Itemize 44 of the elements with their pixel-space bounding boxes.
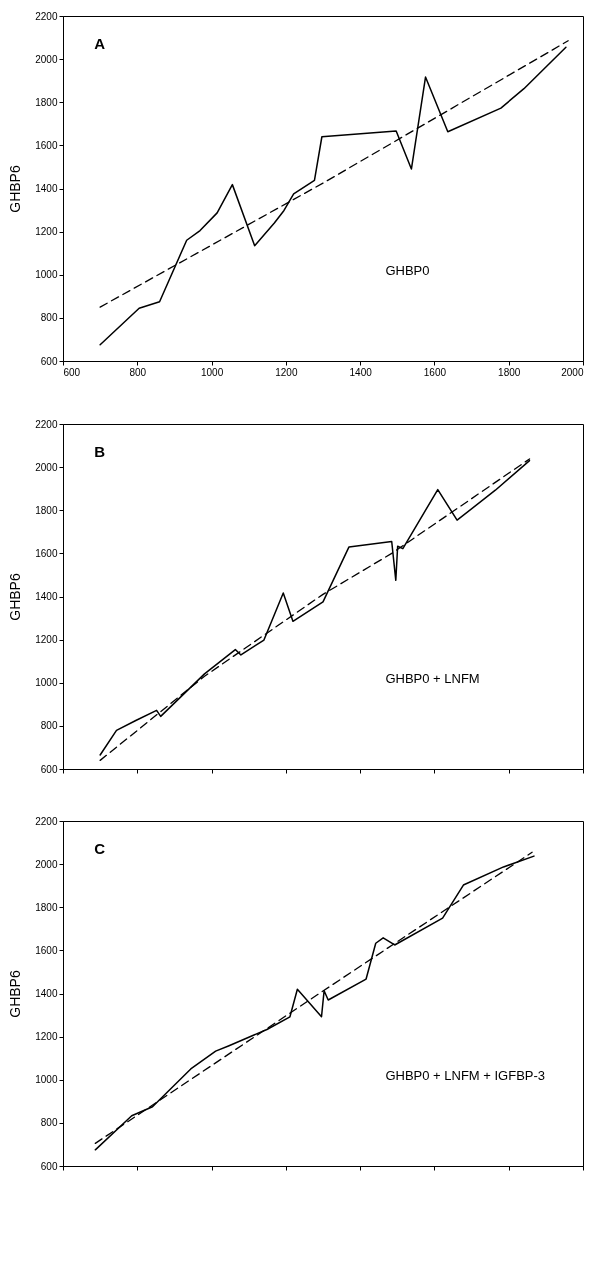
annotation: A: [94, 34, 106, 52]
y-axis-title: GHBP6: [7, 970, 24, 1018]
y-tick-label: 1200: [35, 226, 58, 238]
y-tick-label: 1600: [35, 139, 58, 151]
x-tick-label: 1200: [275, 366, 298, 378]
y-tick-label: 2000: [35, 461, 58, 473]
y-tick-label: 1400: [35, 591, 58, 602]
annotation: GHBP0 + LNFM: [385, 671, 480, 687]
x-tick-label: 1000: [200, 366, 224, 378]
y-tick-label: 1800: [35, 96, 58, 108]
y-tick-label: 1200: [35, 634, 58, 646]
y-tick-label: 800: [40, 312, 58, 324]
y-tick-label: 2000: [35, 53, 58, 65]
annotation: GHBP0: [385, 263, 430, 279]
y-tick-label: 600: [40, 763, 58, 775]
x-tick-label: 1400: [349, 366, 373, 378]
x-tick-label: 600: [63, 366, 81, 378]
y-tick-label: 1800: [35, 504, 58, 516]
y-tick-label: 1000: [35, 1074, 58, 1086]
y-tick-label: 800: [40, 720, 58, 732]
y-axis-title: GHBP6: [7, 573, 24, 621]
y-tick-label: 2000: [35, 858, 58, 870]
y-tick-label: 600: [40, 1160, 58, 1172]
y-tick-label: 1200: [35, 1031, 58, 1043]
y-tick-label: 1000: [35, 677, 58, 689]
y-tick-label: 2200: [35, 10, 58, 22]
y-axis-title: GHBP6: [7, 165, 24, 213]
y-tick-label: 800: [40, 1117, 58, 1129]
y-tick-label: 2200: [35, 418, 58, 430]
x-tick-label: 2000: [561, 366, 584, 378]
y-tick-label: 1600: [35, 944, 58, 956]
x-tick-label: 1800: [498, 366, 521, 378]
y-tick-label: 1600: [35, 547, 58, 559]
y-tick-label: 1400: [35, 988, 58, 999]
x-tick-label: 800: [129, 366, 147, 378]
y-tick-label: 1400: [35, 183, 58, 194]
y-tick-label: 1000: [35, 269, 58, 281]
y-tick-label: 1800: [35, 901, 58, 913]
x-tick-label: 1600: [423, 366, 447, 378]
y-tick-label: 2200: [35, 815, 58, 827]
annotation: B: [94, 442, 106, 460]
y-tick-label: 600: [40, 355, 58, 367]
annotation: C: [94, 839, 106, 857]
annotation: GHBP0 + LNFM + IGFBP-3: [385, 1068, 546, 1084]
